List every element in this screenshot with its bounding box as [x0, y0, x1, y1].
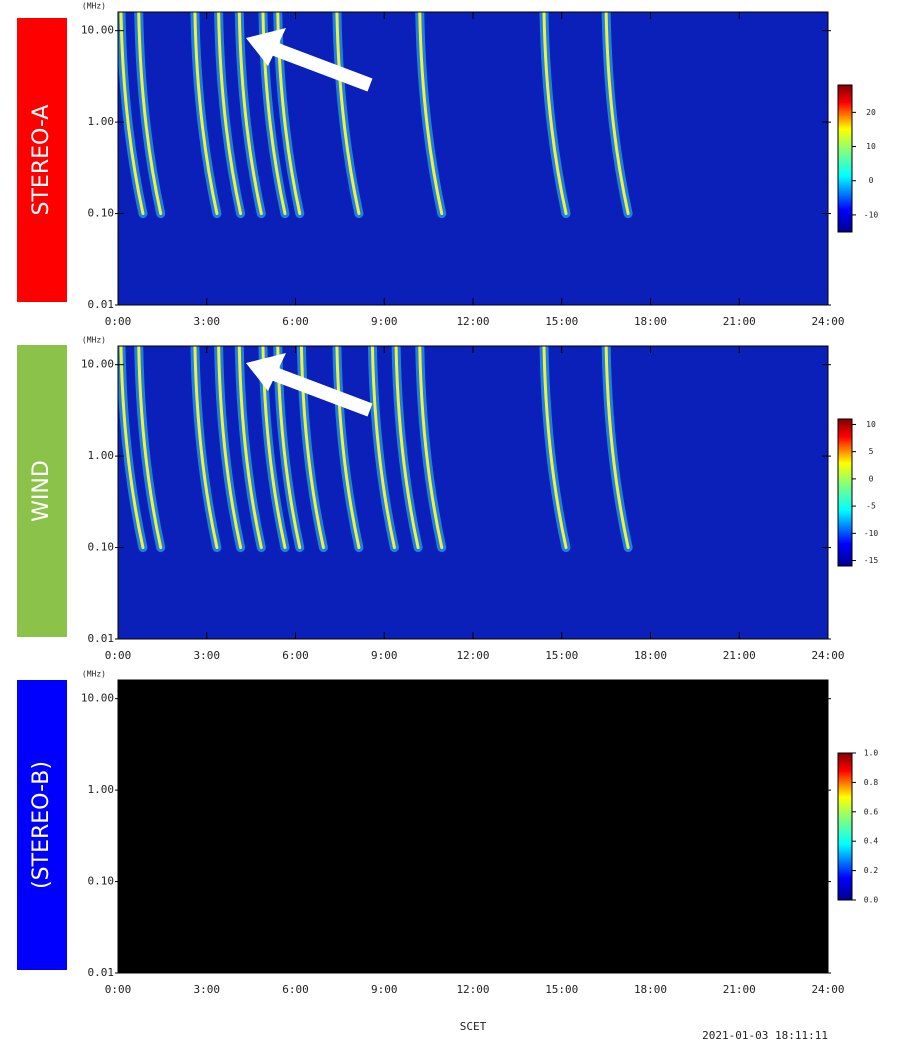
- y-tick-label: 0.10: [88, 875, 115, 888]
- bursts: [118, 12, 633, 219]
- x-tick-label: 12:00: [456, 315, 489, 328]
- y-tick-label: 0.01: [88, 298, 115, 311]
- y-unit: (MHz): [82, 670, 106, 679]
- x-tick-label: 15:00: [545, 649, 578, 662]
- burst-core: [542, 346, 568, 550]
- burst-core: [217, 12, 243, 216]
- burst-core: [604, 346, 630, 550]
- burst-core: [335, 12, 361, 216]
- x-tick-label: 3:00: [194, 315, 221, 328]
- x-tick-label: 12:00: [456, 983, 489, 996]
- colorbar-tick-label: 10: [866, 142, 876, 151]
- x-tick-label: 0:00: [105, 983, 132, 996]
- plot-background: [118, 12, 828, 305]
- instrument-box: [17, 345, 67, 637]
- colorbar-tick-label: -5: [866, 502, 876, 511]
- burst-core: [335, 346, 361, 550]
- burst-core: [137, 12, 163, 216]
- x-tick-label: 6:00: [282, 315, 309, 328]
- y-tick-label: 0.01: [88, 966, 115, 979]
- colorbar-tick-label: -15: [864, 556, 879, 565]
- instrument-label: STEREO-A: [29, 105, 54, 216]
- burst-core: [137, 346, 163, 550]
- burst-core: [542, 12, 568, 216]
- x-tick-label: 21:00: [723, 315, 756, 328]
- colorbar-tick-label: 0.0: [864, 896, 879, 905]
- x-tick-label: 6:00: [282, 649, 309, 662]
- colorbar-tick-label: -10: [864, 529, 879, 538]
- x-tick-label: 24:00: [811, 649, 844, 662]
- burst-core: [418, 346, 444, 550]
- burst-core: [418, 12, 444, 216]
- colorbar-tick-label: 0: [869, 474, 874, 483]
- bursts: [118, 346, 633, 553]
- x-tick-label: 9:00: [371, 983, 398, 996]
- y-tick-label: 0.01: [88, 632, 115, 645]
- colorbar-tick-label: -10: [864, 210, 879, 219]
- x-tick-label: 9:00: [371, 315, 398, 328]
- colorbar-tick-label: 0.8: [864, 778, 879, 787]
- x-tick-label: 12:00: [456, 649, 489, 662]
- burst-core: [237, 346, 263, 550]
- x-tick-label: 18:00: [634, 649, 667, 662]
- instrument-label: (STEREO-B): [29, 761, 54, 889]
- x-tick-label: 24:00: [811, 315, 844, 328]
- instrument-box: [17, 680, 67, 970]
- colorbar-tick-label: 1.0: [864, 749, 879, 758]
- panels: STEREO-A(MHz)10.001.000.100.010:00 3:00 6:…: [17, 2, 879, 996]
- instrument-label: WIND: [29, 460, 54, 522]
- burst-core: [299, 346, 325, 550]
- x-tick-label: 0:00: [105, 649, 132, 662]
- x-tick-label: 3:00: [194, 649, 221, 662]
- x-tick-label: 21:00: [723, 983, 756, 996]
- y-unit: (MHz): [82, 2, 106, 11]
- x-tick-label: 21:00: [723, 649, 756, 662]
- burst-core: [237, 12, 263, 216]
- burst-core: [193, 12, 219, 216]
- y-tick-label: 10.00: [81, 358, 114, 371]
- x-tick-label: 18:00: [634, 315, 667, 328]
- y-tick-label: 1.00: [88, 449, 115, 462]
- y-tick-label: 1.00: [88, 783, 115, 796]
- colorbar: [837, 418, 853, 567]
- y-tick-label: 0.10: [88, 207, 115, 220]
- burst-core: [193, 346, 219, 550]
- x-tick-label: 18:00: [634, 983, 667, 996]
- timestamp: 2021-01-03 18:11:11: [702, 1029, 828, 1042]
- x-tick-label: 15:00: [545, 983, 578, 996]
- colorbar-tick-label: 0.4: [864, 837, 879, 846]
- x-tick-label: 0:00: [105, 315, 132, 328]
- burst-core: [119, 346, 145, 550]
- colorbar-tick-label: 0.2: [864, 866, 879, 875]
- y-tick-label: 0.10: [88, 541, 115, 554]
- burst-core: [217, 346, 243, 550]
- x-tick-label: 9:00: [371, 649, 398, 662]
- burst-core: [370, 346, 396, 550]
- colorbar-tick-label: 10: [866, 420, 876, 429]
- colorbar-tick-label: 5: [869, 447, 874, 456]
- x-tick-label: 3:00: [194, 983, 221, 996]
- arrow: [246, 28, 373, 92]
- x-tick-label: 6:00: [282, 983, 309, 996]
- burst-core: [394, 346, 420, 550]
- y-tick-label: 10.00: [81, 692, 114, 705]
- x-axis-label: SCET: [460, 1020, 487, 1033]
- y-unit: (MHz): [82, 336, 106, 345]
- y-tick-label: 1.00: [88, 115, 115, 128]
- x-tick-label: 15:00: [545, 315, 578, 328]
- instrument-box: [17, 18, 67, 302]
- x-tick-label: 24:00: [811, 983, 844, 996]
- burst-core: [604, 12, 630, 216]
- colorbar: [837, 84, 853, 233]
- plot-background: [118, 680, 828, 973]
- y-tick-label: 10.00: [81, 24, 114, 37]
- colorbar-tick-label: 0.6: [864, 807, 879, 816]
- colorbar: [837, 752, 853, 901]
- arrow: [246, 353, 373, 417]
- plot-background: [118, 346, 828, 639]
- colorbar-tick-label: 0: [869, 176, 874, 185]
- burst-core: [119, 12, 145, 216]
- colorbar-tick-label: 20: [866, 108, 876, 117]
